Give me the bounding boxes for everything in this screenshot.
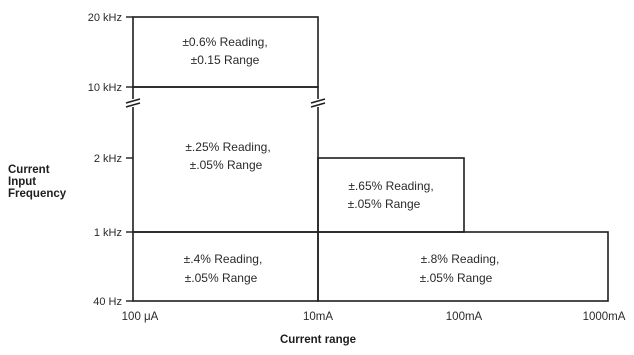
y-axis-title-line: Frequency (8, 188, 67, 200)
region-box-upper-right (317, 157, 465, 233)
region-text-bottom-left-line2: ±.05% Range (185, 271, 258, 285)
region-text-bottom-right-line2: ±.05% Range (420, 271, 493, 285)
axis-break-left (125, 98, 141, 108)
y-tick-label: 1 kHz (94, 227, 122, 239)
region-text-bottom-right-line1: ±.8% Reading, (421, 252, 500, 266)
y-tick-label: 20 kHz (88, 12, 122, 24)
region-text-upper-right-line2: ±.05% Range (348, 197, 421, 211)
axis-break-right (310, 98, 326, 108)
x-axis-title: Current range (280, 334, 356, 346)
y-axis-title-line: Input (8, 176, 36, 188)
region-text-bottom-left-line1: ±.4% Reading, (184, 252, 263, 266)
x-tick-label: 1000mA (583, 311, 626, 323)
x-tick-label: 100 μA (122, 311, 159, 323)
y-tick-label: 10 kHz (88, 82, 122, 94)
y-tick-label: 40 Hz (93, 296, 122, 308)
region-text-top-line2: ±0.15 Range (191, 53, 260, 67)
region-text-upper-left-line1: ±.25% Reading, (185, 140, 270, 154)
y-tick-label: 2 kHz (94, 153, 122, 165)
region-box-top (132, 16, 319, 88)
region-text-upper-right-line1: ±.65% Reading, (348, 179, 433, 193)
x-tick-label: 10mA (303, 311, 333, 323)
y-axis-title-line: Current (8, 164, 50, 176)
region-text-top-line1: ±0.6% Reading, (182, 35, 267, 49)
region-box-bottom-right (317, 231, 609, 302)
region-box-bottom-left (132, 231, 319, 302)
region-text-upper-left-line2: ±.05% Range (190, 158, 263, 172)
x-tick-label: 100mA (446, 311, 483, 323)
